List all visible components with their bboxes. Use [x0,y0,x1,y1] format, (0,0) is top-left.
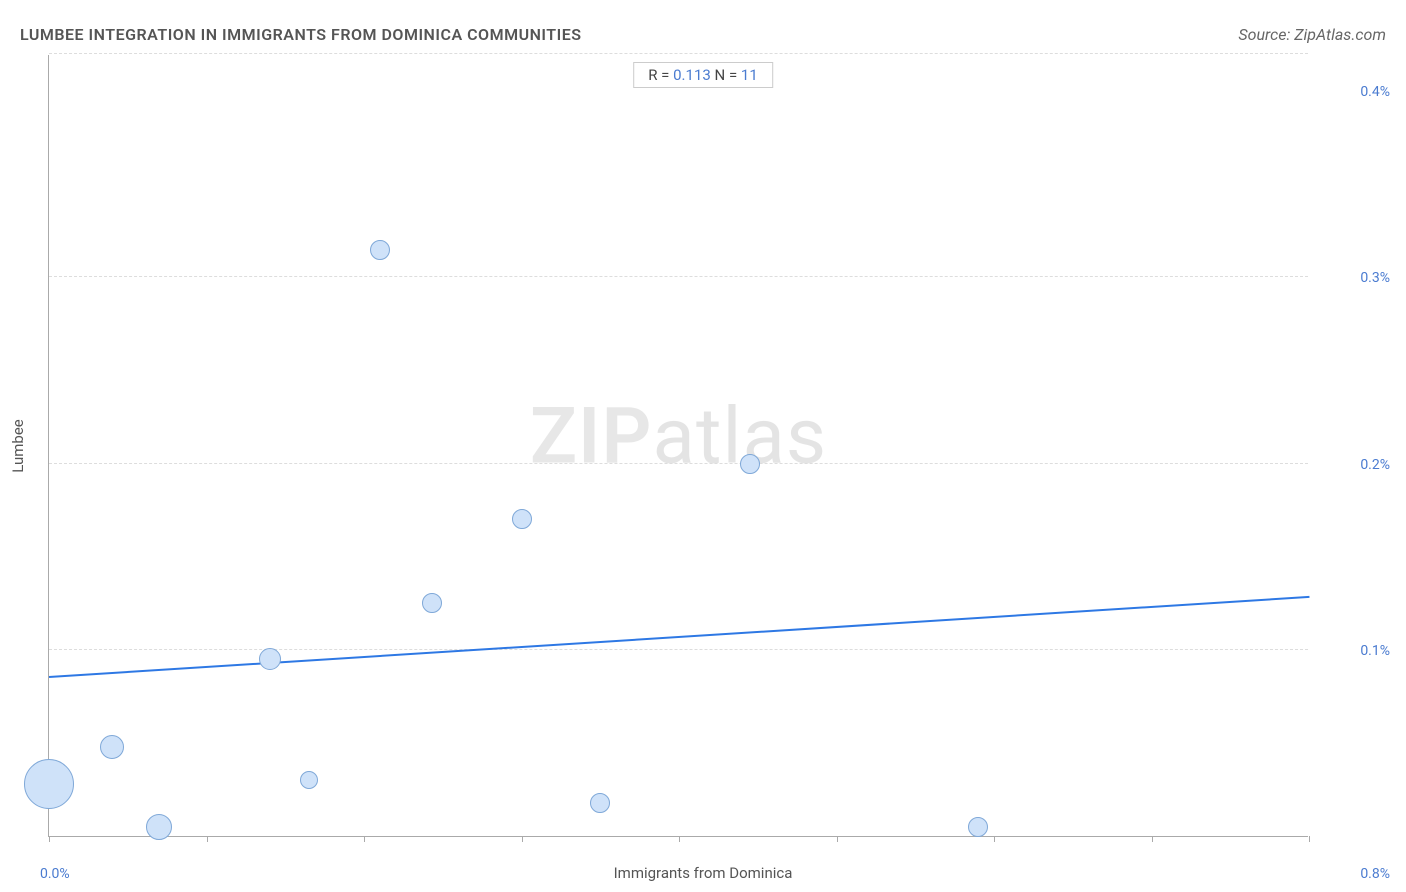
data-point [24,759,74,809]
data-point [300,771,318,789]
data-point [968,817,988,837]
data-point [740,454,760,474]
y-axis-label: Lumbee [9,419,27,473]
data-point [146,814,172,840]
gridline [49,53,1308,54]
x-tick-first: 0.0% [40,866,70,882]
x-tick [364,836,365,842]
data-point [370,240,390,260]
data-point [512,509,532,529]
source-attribution: Source: ZipAtlas.com [1238,25,1386,44]
data-point [422,593,442,613]
gridline [49,463,1308,464]
r-value: 0.113 [673,66,711,84]
x-tick [1309,836,1310,842]
stats-box: R = 0.113 N = 11 [633,62,773,88]
watermark: ZIPatlas [530,391,827,482]
n-value: 11 [741,66,758,84]
chart-title: LUMBEE INTEGRATION IN IMMIGRANTS FROM DO… [20,25,582,44]
x-tick [994,836,995,842]
y-tick-label: 0.3% [1360,270,1390,286]
trend-line [49,596,1309,678]
n-label: N = [711,66,741,84]
watermark-light: atlas [653,391,828,482]
gridline [49,649,1308,650]
data-point [259,648,281,670]
y-tick-label: 0.1% [1360,643,1390,659]
gridline [49,276,1308,277]
plot-area: ZIPatlas [48,55,1308,837]
x-tick [1152,836,1153,842]
r-label: R = [648,66,673,84]
x-tick [522,836,523,842]
x-tick [207,836,208,842]
x-tick [837,836,838,842]
y-tick-label: 0.2% [1360,457,1390,473]
x-axis-label: Immigrants from Dominica [614,864,793,882]
x-tick-last: 0.8% [1360,866,1390,882]
watermark-bold: ZIP [530,391,653,482]
data-point [100,735,124,759]
x-tick [679,836,680,842]
y-tick-label: 0.4% [1360,84,1390,100]
x-tick [49,836,50,842]
data-point [590,793,610,813]
